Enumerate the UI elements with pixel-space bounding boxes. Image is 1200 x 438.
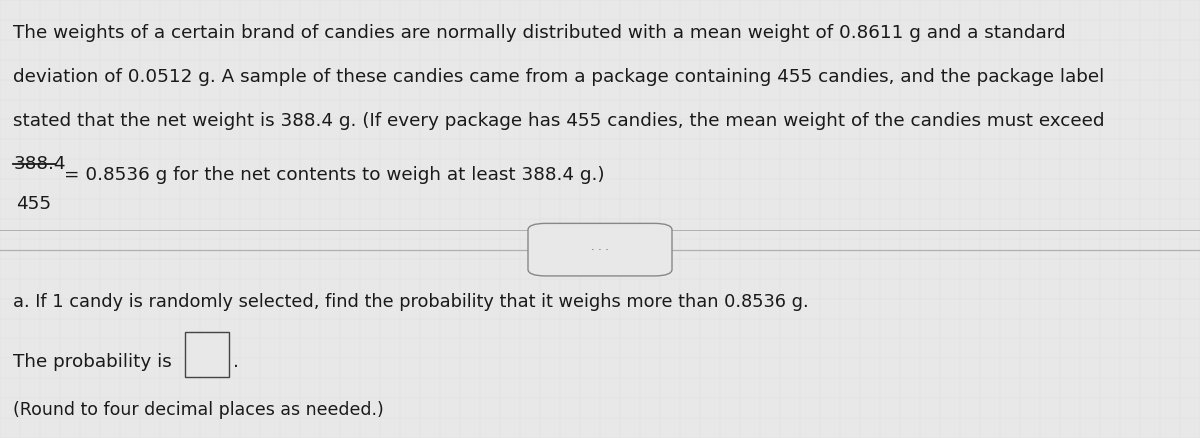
Text: · · ·: · · ·	[592, 245, 608, 254]
FancyBboxPatch shape	[185, 332, 229, 377]
Text: stated that the net weight is 388.4 g. (If every package has 455 candies, the me: stated that the net weight is 388.4 g. (…	[13, 112, 1105, 130]
Text: .: .	[233, 353, 239, 371]
Text: a. If 1 candy is randomly selected, find the probability that it weighs more tha: a. If 1 candy is randomly selected, find…	[13, 293, 809, 311]
Text: = 0.8536 g for the net contents to weigh at least 388.4 g.): = 0.8536 g for the net contents to weigh…	[64, 166, 605, 184]
FancyBboxPatch shape	[528, 223, 672, 276]
Text: The weights of a certain brand of candies are normally distributed with a mean w: The weights of a certain brand of candie…	[13, 24, 1066, 42]
Text: (Round to four decimal places as needed.): (Round to four decimal places as needed.…	[13, 401, 384, 419]
Text: The probability is: The probability is	[13, 353, 172, 371]
Text: deviation of 0.0512 g. A sample of these candies came from a package containing : deviation of 0.0512 g. A sample of these…	[13, 68, 1104, 86]
Text: 455: 455	[16, 195, 50, 213]
Text: 388.4: 388.4	[13, 155, 66, 173]
